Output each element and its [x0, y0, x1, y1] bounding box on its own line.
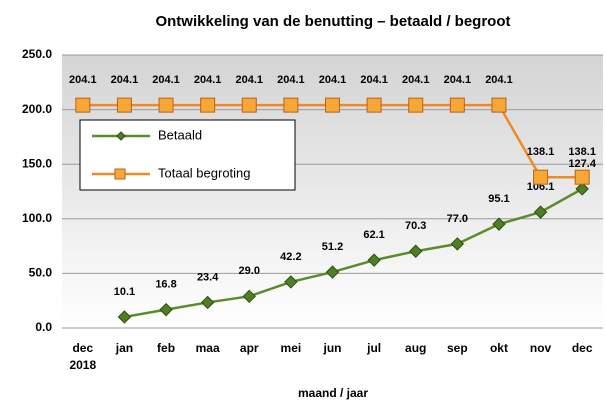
marker: [325, 97, 340, 113]
marker: [200, 295, 215, 310]
x-tick-label: nov: [529, 341, 552, 355]
marker: [409, 244, 423, 258]
data-label: 204.1: [402, 74, 430, 86]
x-tick-label: sep: [447, 341, 468, 355]
marker: [117, 310, 132, 324]
data-label: 204.1: [111, 74, 139, 86]
data-label: 62.1: [363, 229, 384, 241]
x-tick-label: maa: [195, 341, 220, 355]
marker: [284, 275, 298, 289]
marker: [491, 97, 507, 113]
y-tick-label: 100.0: [22, 211, 52, 225]
x-tick-label: dec 2018: [69, 341, 97, 372]
data-label: 204.1: [236, 74, 264, 86]
marker: [200, 97, 216, 113]
legend-label: Betaald: [158, 127, 202, 142]
y-tick-label: 0.0: [35, 320, 52, 334]
x-tick-label: dec: [571, 341, 593, 355]
marker: [366, 97, 382, 113]
data-label: 23.4: [197, 271, 219, 283]
legend-label: Totaal begroting: [158, 165, 251, 180]
legend-marker: [114, 168, 126, 180]
marker: [367, 253, 381, 267]
data-label: 204.1: [152, 74, 180, 86]
data-label: 95.1: [488, 193, 509, 205]
legend-marker: [116, 131, 126, 141]
x-tick-label: jan: [115, 341, 134, 355]
marker: [158, 97, 174, 113]
marker: [75, 97, 91, 113]
data-label: 77.0: [447, 213, 468, 225]
marker: [575, 182, 589, 196]
y-tick-label: 150.0: [22, 156, 52, 170]
x-tick-label: aug: [405, 341, 427, 355]
marker: [241, 97, 257, 113]
plot-area: [62, 55, 603, 328]
data-label: 127.4: [568, 158, 596, 170]
marker: [574, 169, 590, 185]
marker: [492, 217, 506, 231]
data-label: 138.1: [527, 146, 555, 158]
x-tick-label: jun: [323, 341, 342, 355]
marker: [242, 289, 256, 304]
marker: [283, 97, 299, 113]
data-label: 42.2: [280, 251, 301, 263]
marker: [116, 97, 132, 113]
data-label: 51.2: [322, 241, 343, 253]
x-tick-label: apr: [239, 341, 259, 355]
marker: [450, 237, 465, 251]
data-label: 204.1: [485, 74, 513, 86]
x-tick-label: jul: [367, 341, 382, 355]
x-tick-label: mei: [280, 341, 302, 355]
y-tick-label: 250.0: [22, 47, 52, 61]
data-label: 16.8: [155, 279, 176, 291]
x-axis-label: maand / jaar: [298, 386, 368, 400]
marker: [325, 265, 340, 279]
x-tick-label: okt: [489, 341, 508, 355]
marker: [159, 302, 173, 317]
marker: [533, 169, 549, 185]
chart-title: Ontwikkeling van de benutting – betaald …: [155, 13, 510, 30]
data-label: 204.1: [277, 74, 305, 86]
data-label: 204.1: [69, 74, 97, 86]
data-label: 138.1: [568, 146, 596, 158]
marker: [533, 205, 548, 219]
x-tick-label: feb: [157, 341, 176, 355]
marker: [449, 97, 465, 113]
marker: [408, 97, 424, 113]
data-label: 204.1: [360, 74, 388, 86]
y-tick-label: 200.0: [22, 102, 52, 116]
data-label: 70.3: [405, 220, 426, 232]
y-tick-label: 50.0: [29, 266, 53, 280]
data-label: 204.1: [194, 74, 222, 86]
data-label: 204.1: [319, 74, 347, 86]
series-line: [124, 187, 583, 319]
data-label: 10.1: [114, 286, 135, 298]
data-label: 204.1: [444, 74, 472, 86]
data-label: 29.0: [239, 265, 260, 277]
